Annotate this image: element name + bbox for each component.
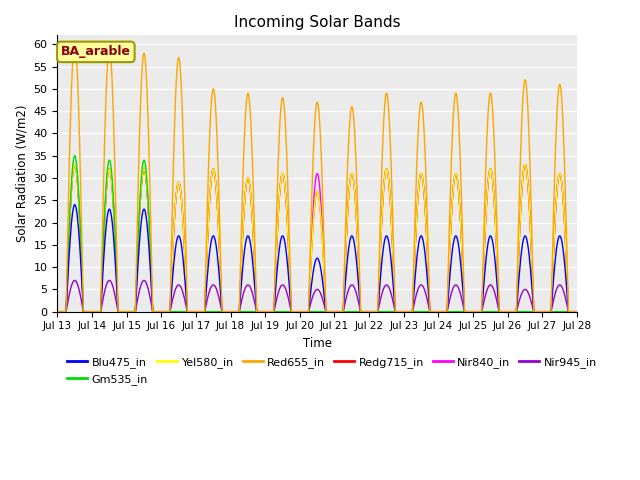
Legend: Blu475_in, Gm535_in, Yel580_in, Red655_in, Redg715_in, Nir840_in, Nir945_in: Blu475_in, Gm535_in, Yel580_in, Red655_i… xyxy=(63,353,602,389)
X-axis label: Time: Time xyxy=(303,337,332,350)
Title: Incoming Solar Bands: Incoming Solar Bands xyxy=(234,15,401,30)
Y-axis label: Solar Radiation (W/m2): Solar Radiation (W/m2) xyxy=(15,105,28,242)
Text: BA_arable: BA_arable xyxy=(61,46,131,59)
